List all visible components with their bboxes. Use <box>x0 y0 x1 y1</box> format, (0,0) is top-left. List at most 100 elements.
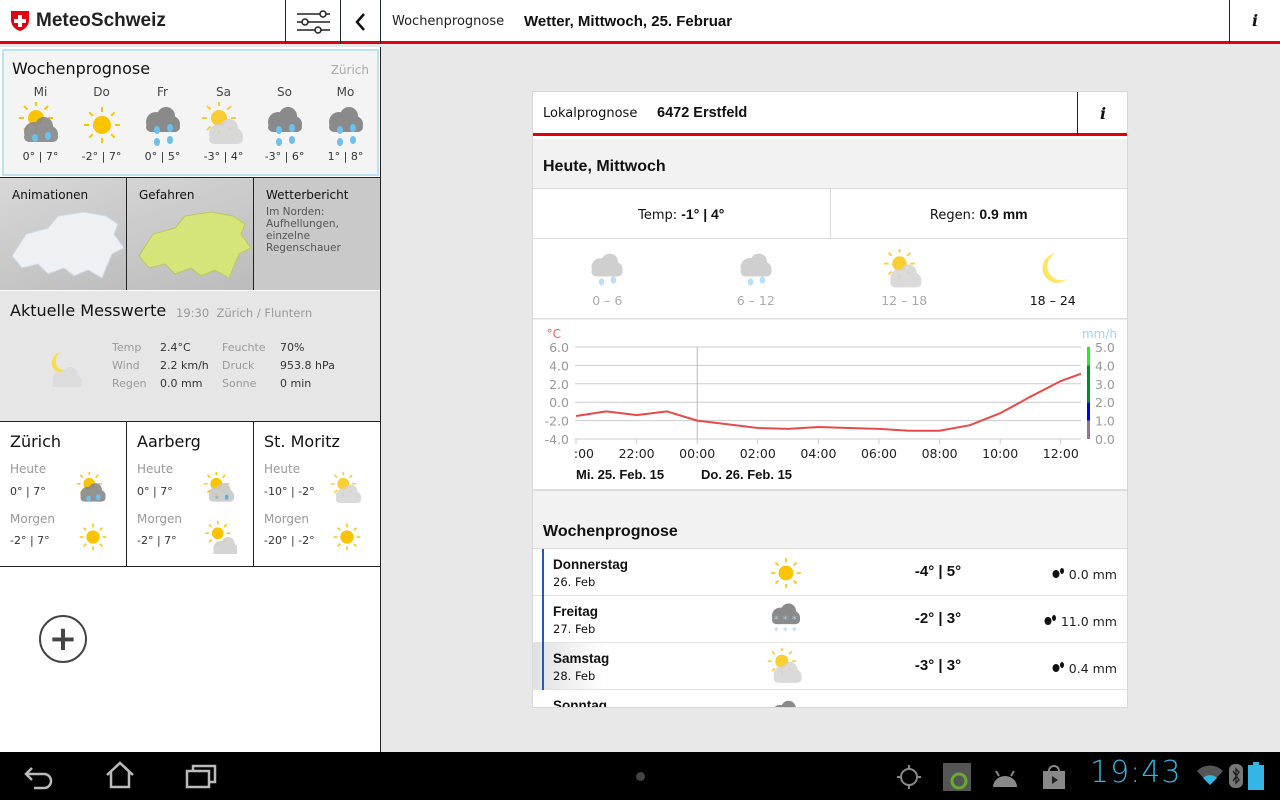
local-place[interactable]: 6472 Erstfeld <box>657 105 748 121</box>
hazards-tile[interactable]: Gefahren <box>127 178 254 290</box>
city-card[interactable]: Aarberg Heute 0° | 7° * Morgen -2° | 7° <box>127 422 254 566</box>
sync-app-icon[interactable] <box>942 762 972 792</box>
gps-icon[interactable] <box>896 764 922 790</box>
sun-icon <box>330 520 364 554</box>
local-info-button[interactable]: i <box>1099 104 1107 123</box>
logo[interactable]: MeteoSchweiz <box>10 10 166 32</box>
local-label: Lokalprognose <box>543 106 638 121</box>
measure-label: Wind <box>112 359 140 372</box>
row-date: 27. Feb <box>553 622 596 636</box>
partly-cloudy-light-icon <box>767 647 805 686</box>
measure-label: Temp <box>112 341 142 354</box>
android-debug-icon[interactable] <box>990 765 1020 789</box>
map-hazards-icon <box>138 211 252 279</box>
row-day: Freitag <box>553 604 599 619</box>
back-nav-icon[interactable] <box>22 762 56 790</box>
day-label: Fr <box>157 85 168 99</box>
city-name: Zürich <box>10 432 62 451</box>
chevron-left-icon <box>355 13 365 31</box>
y-tick-label: 4.0 <box>549 358 569 373</box>
row-day: Donnerstag <box>553 557 629 572</box>
week-day[interactable]: Fr 0° | 5° <box>132 85 193 163</box>
today-label: Heute <box>10 462 47 476</box>
rain-icon <box>323 102 369 148</box>
recent-apps-icon[interactable] <box>184 762 218 790</box>
sun-icon <box>76 520 110 554</box>
back-button[interactable] <box>341 0 380 44</box>
partly-cloudy-rain-icon <box>18 101 64 148</box>
filter-button[interactable] <box>286 0 340 44</box>
animations-tile[interactable]: Animationen <box>0 178 127 290</box>
forecast-row[interactable]: Donnerstag 26. Feb -4° | 5° 0.0 mm <box>533 549 1127 596</box>
forecast-row[interactable]: Samstag 28. Feb -3° | 3° 0.4 mm <box>533 643 1127 690</box>
x-tick-label: 12:00 <box>1043 446 1079 461</box>
x-tick-label: 06:00 <box>861 446 897 461</box>
row-rain: 0.0 mm <box>1051 565 1117 582</box>
row-rain: 0.4 mm <box>1051 659 1117 676</box>
precip-scale-segment <box>1087 420 1090 439</box>
y2-tick-label: 1.0 <box>1095 414 1115 429</box>
bluetooth-icon <box>1229 764 1243 788</box>
y2-tick-label: 5.0 <box>1095 340 1115 355</box>
city-card[interactable]: Zürich Heute 0° | 7° Morgen -2° | 7° <box>0 422 127 566</box>
x-tick-label: 20:00 <box>558 446 594 461</box>
today-temp: 0° | 7° <box>137 485 173 498</box>
y2-tick-label: 3.0 <box>1095 377 1115 392</box>
rain-light-icon <box>586 249 628 291</box>
period-range: 18 – 24 <box>1029 293 1076 308</box>
measure-value: 953.8 hPa <box>280 359 335 372</box>
row-day: Sonntag <box>553 698 607 708</box>
row-temp: -3° | 3° <box>914 657 962 674</box>
week-day[interactable]: Sa -3° | 4° <box>193 85 254 163</box>
report-title: Wetterbericht <box>266 188 349 202</box>
day-temp: 1° | 8° <box>327 150 364 163</box>
measure-value: 2.2 km/h <box>160 359 209 372</box>
add-location-button[interactable]: + <box>39 615 87 663</box>
svg-text:*: * <box>783 626 788 637</box>
day-temp: -3° | 4° <box>203 150 244 163</box>
week-day[interactable]: Mi 0° | 7° <box>10 85 71 163</box>
cloud-icon <box>767 695 805 707</box>
week-day[interactable]: So -3° | 6° <box>254 85 315 163</box>
measure-label: Regen <box>112 377 147 390</box>
y-tick-label: 2.0 <box>549 377 569 392</box>
sun-icon <box>79 102 125 148</box>
week-forecast-card[interactable]: Wochenprognose Zürich Mi 0° | 7° Do -2° | 7… <box>2 49 379 176</box>
day-label: Mo <box>336 85 355 99</box>
current-subtitle: 19:30 Zürich / Fluntern <box>176 306 313 320</box>
week-day[interactable]: Do -2° | 7° <box>71 85 132 163</box>
moon-cloud-icon <box>42 347 82 389</box>
week-day[interactable]: Mo 1° | 8° <box>315 85 376 163</box>
y-tick-label: -2.0 <box>545 414 569 429</box>
forecast-row[interactable]: Freitag 27. Feb * * * * * * -2° | 3° 11.0 mm <box>533 596 1127 643</box>
precip-scale-segment <box>1087 365 1090 403</box>
measure-label: Druck <box>222 359 255 372</box>
day-label: Sa <box>216 85 231 99</box>
x-tick-label: 08:00 <box>922 446 958 461</box>
day-temp: 0° | 5° <box>144 150 181 163</box>
weather-report-tile[interactable]: Wetterbericht Im Norden: Aufhellungen, e… <box>254 178 380 290</box>
raindrops-icon <box>1052 568 1064 578</box>
forecast-row[interactable]: Sonntag <box>533 690 1127 708</box>
day-label: So <box>277 85 292 99</box>
city-card[interactable]: St. Moritz Heute -10° | -2° Morgen -20° … <box>254 422 380 566</box>
hazards-label: Gefahren <box>139 188 195 202</box>
y-tick-label: 0.0 <box>549 395 569 410</box>
row-temp: -2° | 3° <box>914 610 962 627</box>
current-measurements[interactable]: Aktuelle Messwerte 19:30 Zürich / Flunte… <box>0 291 380 421</box>
play-store-icon[interactable] <box>1042 764 1066 790</box>
sidebar: Wochenprognose Zürich Mi 0° | 7° Do -2° | 7… <box>0 47 381 752</box>
info-button[interactable]: i <box>1251 11 1259 30</box>
week-title: Wochenprognose <box>12 59 151 78</box>
today-label: Heute <box>264 462 301 476</box>
local-forecast-card: Lokalprognose 6472 Erstfeld i Heute, Mit… <box>532 91 1128 708</box>
city-name: Aarberg <box>137 432 201 451</box>
raindrops-icon <box>1052 662 1064 672</box>
report-text: Im Norden: Aufhellungen, einzelne Regens… <box>266 206 341 254</box>
day-temp: -2° | 7° <box>81 150 122 163</box>
measure-value: 2.4°C <box>160 341 191 354</box>
period: 18 – 24 <box>979 239 1128 318</box>
svg-text:*: * <box>792 614 797 625</box>
home-nav-icon[interactable] <box>104 760 136 790</box>
sun-icon <box>767 554 805 592</box>
